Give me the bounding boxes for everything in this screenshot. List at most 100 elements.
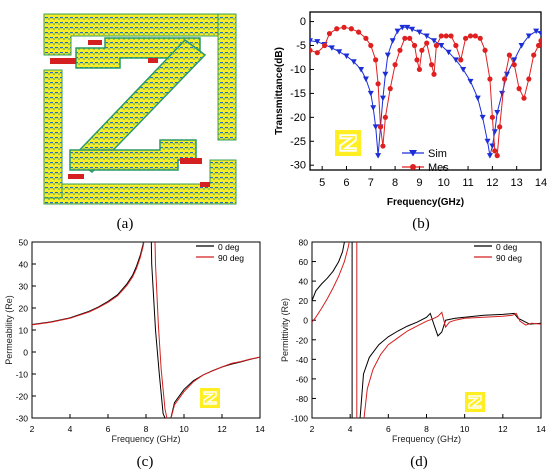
y-tick-label: 20: [299, 296, 309, 306]
y-tick-label: -30: [290, 160, 306, 172]
data-point: [310, 47, 313, 53]
x-tick-label: 12: [498, 424, 508, 434]
data-point: [373, 57, 379, 63]
data-point: [479, 114, 486, 121]
y-tick-label: -20: [16, 392, 29, 402]
y-tick-label: 20: [19, 304, 29, 314]
x-axis-label: Frequency(GHz): [387, 197, 464, 208]
legend-marker: [410, 164, 416, 170]
y-tick-label: 60: [299, 257, 309, 267]
data-point: [438, 33, 444, 39]
y-tick-label: 10: [19, 326, 29, 336]
unit-cell-field-plot: [43, 13, 237, 205]
z-shaped-unit-cell-icon: [200, 388, 220, 408]
x-tick-label: 6: [106, 424, 111, 434]
data-point: [467, 78, 474, 85]
series-line-sim: [310, 26, 541, 156]
series-line-90-deg: [170, 356, 260, 418]
data-point: [382, 114, 388, 120]
x-tick-label: 13: [511, 177, 523, 189]
data-point: [402, 35, 408, 41]
data-point: [414, 57, 420, 63]
y-tick-label: -80: [296, 394, 309, 404]
data-point: [384, 52, 391, 59]
y-tick-label: -30: [16, 414, 29, 424]
data-point: [492, 148, 498, 154]
data-point: [377, 124, 384, 130]
x-tick-label: 5: [319, 177, 325, 189]
x-tick-label: 4: [348, 424, 353, 434]
series-line-90-deg: [312, 242, 350, 323]
panel-label-b: (b): [412, 216, 430, 232]
data-point: [382, 71, 389, 78]
y-tick-label: 80: [299, 238, 309, 248]
series-layer: [32, 242, 260, 418]
x-tick-label: 8: [392, 177, 398, 189]
x-tick-label: 12: [486, 177, 498, 189]
x-tick-label: 11: [462, 177, 473, 189]
data-point: [487, 76, 493, 82]
data-point: [472, 33, 478, 39]
data-point: [448, 33, 454, 39]
panel-label-c: (c): [137, 454, 154, 469]
data-point: [516, 86, 522, 92]
data-point: [489, 114, 495, 120]
y-tick-label: 40: [19, 260, 29, 270]
data-point: [367, 90, 374, 97]
data-point: [328, 45, 335, 51]
data-point: [404, 24, 411, 31]
data-point: [486, 153, 493, 159]
data-point: [438, 43, 445, 49]
data-point: [363, 35, 369, 41]
y-tick-label: -15: [290, 88, 306, 100]
data-point: [375, 81, 381, 87]
y-tick-label: -20: [296, 335, 309, 345]
data-point: [321, 42, 328, 49]
x-tick-label: 4: [68, 424, 73, 434]
y-tick-label: -60: [296, 374, 309, 384]
data-point: [533, 28, 540, 35]
series-line-90-deg: [363, 311, 541, 418]
data-point: [521, 95, 527, 101]
y-tick-label: -10: [290, 64, 306, 76]
x-tick-label: 8: [144, 424, 149, 434]
data-point: [506, 52, 512, 58]
y-tick-label: 0: [303, 316, 308, 326]
y-tick-label: 50: [19, 238, 29, 248]
series-line-mes: [310, 26, 541, 158]
data-point: [443, 33, 449, 39]
data-point: [341, 24, 347, 30]
y-axis-label: Transmittance(dB): [274, 47, 285, 135]
data-point: [368, 42, 374, 49]
x-tick-label: 14: [535, 177, 547, 189]
data-point: [343, 53, 350, 60]
data-point: [409, 26, 416, 33]
data-point: [356, 29, 362, 35]
y-tick-label: -40: [296, 355, 309, 365]
y-tick-label: -100: [291, 414, 308, 424]
data-point: [467, 33, 474, 39]
data-point: [452, 57, 459, 63]
x-tick-label: 8: [424, 424, 429, 434]
legend-label: 90 deg: [496, 253, 522, 263]
series-line-0-deg: [150, 242, 166, 418]
data-point: [526, 76, 532, 82]
data-point: [394, 28, 401, 35]
x-tick-label: 14: [255, 424, 265, 434]
data-point: [535, 42, 541, 49]
data-point: [477, 35, 483, 41]
plot-frame: [309, 11, 542, 171]
y-tick-label: -25: [290, 136, 306, 148]
data-point: [423, 33, 430, 39]
data-point: [336, 49, 343, 55]
legend-label: 0 deg: [218, 242, 240, 252]
data-point: [511, 62, 517, 68]
data-point: [494, 110, 501, 116]
data-point: [445, 49, 452, 56]
data-point: [392, 62, 398, 68]
y-tick-label: -5: [296, 40, 306, 52]
legend-label: 90 deg: [218, 253, 244, 263]
x-tick-label: 6: [343, 177, 349, 189]
